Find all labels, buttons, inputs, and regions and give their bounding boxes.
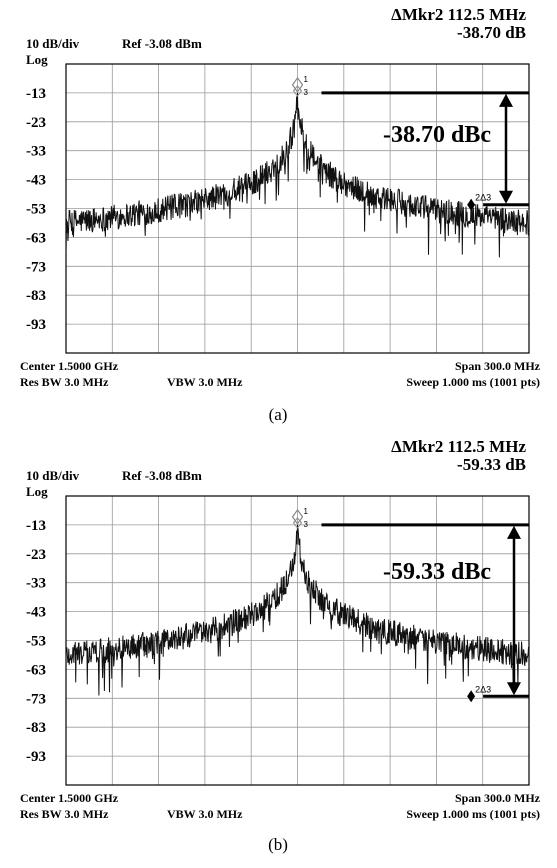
video-bandwidth-label: VBW 3.0 MHz — [167, 807, 243, 821]
y-tick-label: -33 — [26, 144, 46, 160]
sweep-label: Sweep 1.000 ms (1001 pts) — [406, 807, 540, 821]
y-tick-label: -93 — [26, 749, 46, 765]
plot-frame — [65, 63, 530, 354]
spectrum-panel-b: ΔMkr2 112.5 MHz -59.33 dB 10 dB/div Ref -3.… — [0, 432, 557, 862]
y-tick-label: -13 — [26, 86, 46, 102]
y-tick-label: -73 — [26, 259, 46, 275]
measurement-arrow-head-up — [507, 525, 521, 539]
marker-3-label: 3 — [304, 88, 309, 97]
y-tick-label: -83 — [26, 720, 46, 736]
marker-2-label: 2Δ3 — [475, 193, 491, 203]
scale-mode-label: Log — [26, 484, 48, 499]
y-tick-label: -63 — [26, 230, 46, 246]
marker-1-diamond — [291, 508, 304, 525]
span-label: Span 300.0 MHz — [455, 359, 541, 373]
resolution-bandwidth-label: Res BW 3.0 MHz — [20, 375, 109, 389]
y-tick-label: -63 — [26, 662, 46, 678]
spectrum-chart-b: ΔMkr2 112.5 MHz-59.33 dB 10 dB/div Ref -3.… — [20, 437, 541, 854]
marker-1-label: 1 — [304, 75, 309, 84]
y-tick-label: -53 — [26, 634, 46, 650]
reference-level-label: Ref -3.08 dBm — [122, 36, 202, 51]
reference-level-label: Ref -3.08 dBm — [122, 468, 202, 483]
video-bandwidth-label: VBW 3.0 MHz — [167, 375, 243, 389]
spectrum-chart-a: ΔMkr2 112.5 MHz-38.70 dB 10 dB/div Ref -3.… — [20, 5, 541, 424]
y-tick-label: -93 — [26, 317, 46, 333]
y-tick-label: -33 — [26, 576, 46, 592]
sweep-label: Sweep 1.000 ms (1001 pts) — [406, 375, 540, 389]
marker-2-diamond — [467, 198, 476, 211]
center-frequency-label: Center 1.5000 GHz — [20, 791, 119, 805]
delta-marker-value: -59.33 dB — [457, 455, 526, 474]
panel-caption: (a) — [269, 405, 288, 424]
marker-3-diamond — [292, 85, 303, 97]
center-frequency-label: Center 1.5000 GHz — [20, 359, 119, 373]
delta-marker-value: -38.70 dB — [457, 23, 526, 42]
delta-marker-title: ΔMkr2 112.5 MHz — [391, 5, 526, 24]
measurement-arrow-head-up — [499, 93, 513, 107]
y-tick-label: -13 — [26, 518, 46, 534]
scale-label: 10 dB/div — [26, 468, 80, 483]
marker-2-diamond — [467, 690, 476, 703]
plot-frame — [65, 495, 530, 786]
panel-caption: (b) — [268, 835, 288, 854]
marker-1-diamond — [291, 76, 304, 93]
y-tick-label: -23 — [26, 547, 46, 563]
scale-label: 10 dB/div — [26, 36, 80, 51]
marker-3-diamond — [292, 517, 303, 529]
y-tick-label: -23 — [26, 115, 46, 131]
marker-3-label: 3 — [304, 520, 309, 529]
y-tick-label: -53 — [26, 202, 46, 218]
y-tick-label: -73 — [26, 691, 46, 707]
y-tick-label: -83 — [26, 288, 46, 304]
measurement-arrow-head-down — [507, 682, 521, 696]
measurement-arrow-head-down — [499, 190, 513, 204]
dbc-annotation: -38.70 dBc — [383, 122, 491, 148]
span-label: Span 300.0 MHz — [455, 791, 541, 805]
scale-mode-label: Log — [26, 52, 48, 67]
marker-1-label: 1 — [304, 507, 309, 516]
dbc-annotation: -59.33 dBc — [383, 559, 491, 585]
y-tick-label: -43 — [26, 173, 46, 189]
delta-marker-title: ΔMkr2 112.5 MHz — [391, 437, 526, 456]
marker-2-label: 2Δ3 — [475, 684, 491, 694]
spectrum-panel-a: ΔMkr2 112.5 MHz -38.70 dB 10 dB/div Ref -3.… — [0, 0, 557, 430]
resolution-bandwidth-label: Res BW 3.0 MHz — [20, 807, 109, 821]
y-tick-label: -43 — [26, 605, 46, 621]
